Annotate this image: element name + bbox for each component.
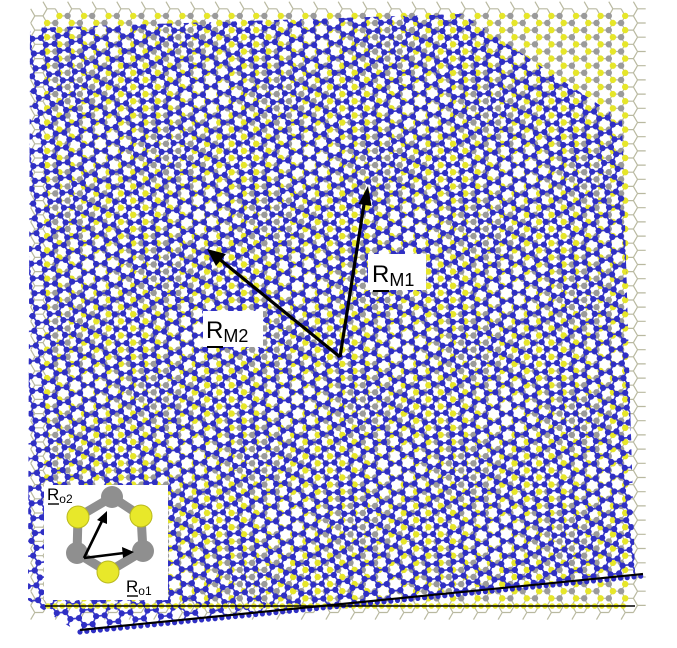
moire-vector-m2-arrow — [216, 256, 342, 359]
inset-atom-grey-left — [66, 542, 88, 564]
label-m1: RM1 — [372, 261, 414, 290]
inset-atom-yellow-left — [66, 505, 90, 529]
inset-vector-o2-arrow — [82, 520, 104, 559]
moire-vector-m2-arrowhead — [207, 249, 226, 266]
label-m1-backdrop — [368, 254, 426, 290]
moire-vector-m2 — [207, 249, 342, 359]
side-view-bottom-atoms — [45, 603, 626, 609]
inset-vector-o1-arrowhead — [122, 547, 134, 558]
unit-cell-inset: Ro2 Ro1 — [44, 485, 168, 600]
side-view-bottom-layer — [45, 603, 626, 609]
inset-label-o2: Ro2 — [47, 485, 73, 506]
bottom-lattice-atoms-a — [43, 12, 629, 602]
inset-atom-grey-right — [132, 540, 154, 562]
moire-vector-m1-arrowhead — [358, 186, 372, 206]
inset-atom-grey-top — [101, 486, 123, 508]
side-view-strip — [45, 572, 644, 635]
inset-label-o1: Ro1 — [126, 577, 152, 598]
moire-vector-m1 — [338, 186, 372, 358]
label-m2-backdrop — [203, 311, 263, 347]
inset-atom-yellow-bottom — [96, 560, 120, 584]
side-view-tilt-line — [79, 572, 644, 632]
inset-vector-o2-arrowhead — [97, 511, 107, 524]
moire-vector-m1-arrow — [338, 197, 367, 358]
top-lattice-atoms-a — [28, 14, 635, 630]
top-layer-lattice — [28, 14, 635, 630]
inset-vector-o1-arrow — [83, 551, 125, 560]
top-lattice-atoms-b — [28, 14, 635, 630]
label-m2: RM2 — [206, 317, 248, 346]
inset-atom-yellow-right — [129, 504, 153, 528]
top-lattice-bonds — [28, 14, 635, 630]
